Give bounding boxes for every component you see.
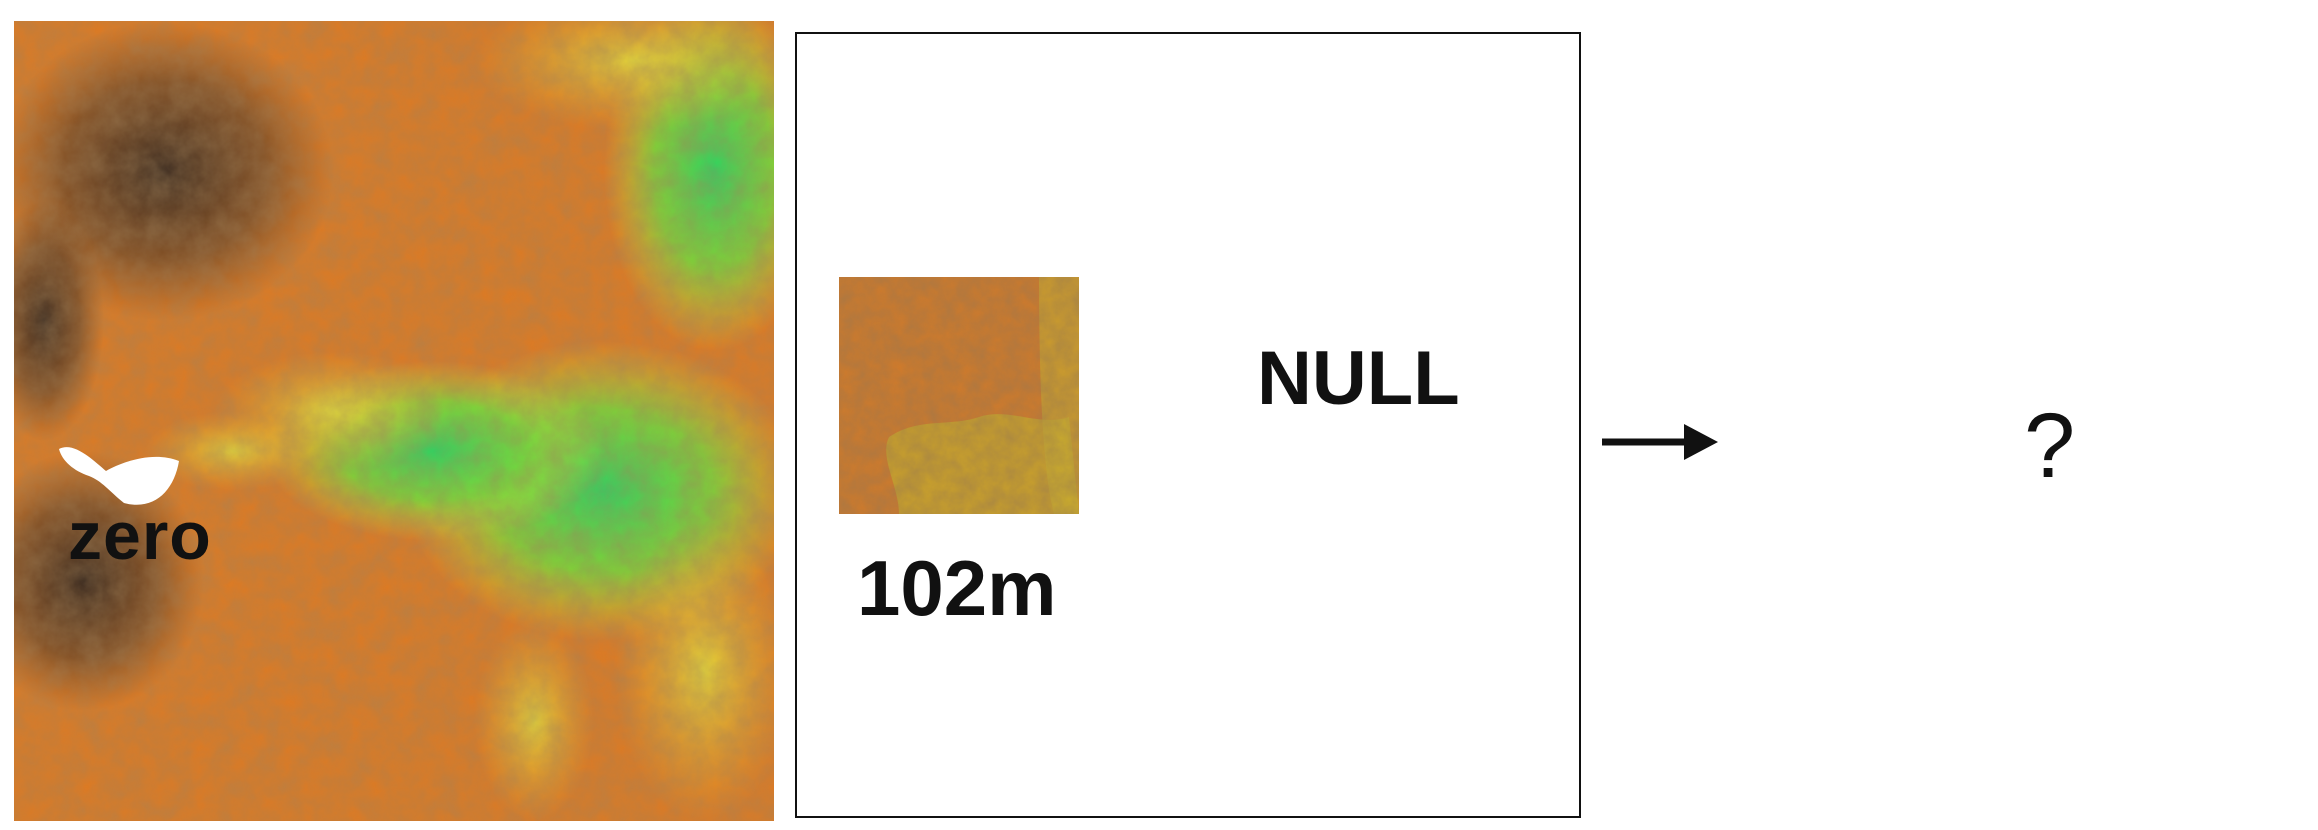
- thumbnail-image: [839, 277, 1079, 514]
- resolution-label: 102m: [857, 544, 1057, 632]
- result-label: ?: [2024, 395, 2076, 497]
- elevation-thumbnail: [839, 277, 1079, 514]
- frame-panel: [795, 32, 1581, 818]
- zero-label: zero: [68, 498, 212, 574]
- null-label: NULL: [1257, 336, 1460, 421]
- elevation-map-panel: [14, 21, 774, 821]
- elevation-map-image: [14, 21, 774, 821]
- zero-area: [59, 447, 179, 505]
- right-arrow-icon: [1602, 424, 1718, 460]
